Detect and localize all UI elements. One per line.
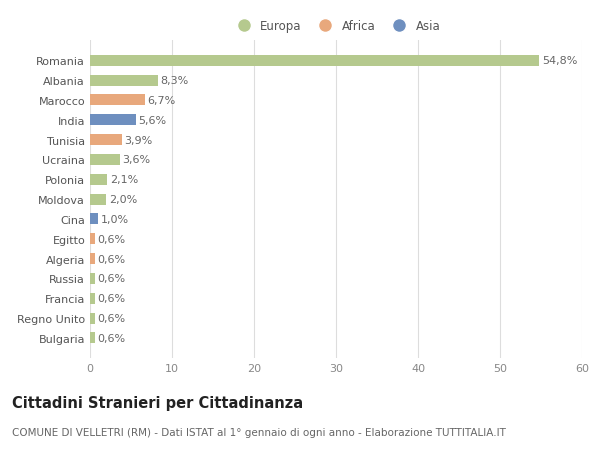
Bar xyxy=(90,194,106,205)
Bar xyxy=(90,214,98,225)
Text: 2,0%: 2,0% xyxy=(109,195,137,205)
Bar xyxy=(90,274,95,284)
Text: 5,6%: 5,6% xyxy=(139,116,167,125)
Text: 0,6%: 0,6% xyxy=(97,234,125,244)
Text: 0,6%: 0,6% xyxy=(97,333,125,343)
Bar xyxy=(90,95,145,106)
Bar xyxy=(90,293,95,304)
Bar xyxy=(90,135,122,146)
Text: 0,6%: 0,6% xyxy=(97,274,125,284)
Bar xyxy=(90,234,95,245)
Bar xyxy=(90,155,119,166)
Text: 3,6%: 3,6% xyxy=(122,155,150,165)
Bar xyxy=(90,313,95,324)
Bar xyxy=(90,115,136,126)
Text: 0,6%: 0,6% xyxy=(97,294,125,303)
Bar xyxy=(90,75,158,86)
Text: 8,3%: 8,3% xyxy=(161,76,189,86)
Text: 54,8%: 54,8% xyxy=(542,56,577,66)
Bar xyxy=(90,174,107,185)
Bar xyxy=(90,333,95,344)
Text: COMUNE DI VELLETRI (RM) - Dati ISTAT al 1° gennaio di ogni anno - Elaborazione T: COMUNE DI VELLETRI (RM) - Dati ISTAT al … xyxy=(12,427,506,437)
Text: 1,0%: 1,0% xyxy=(101,214,129,224)
Text: 0,6%: 0,6% xyxy=(97,313,125,324)
Text: 3,9%: 3,9% xyxy=(124,135,152,146)
Bar xyxy=(90,56,539,67)
Text: 6,7%: 6,7% xyxy=(148,96,176,106)
Text: 0,6%: 0,6% xyxy=(97,254,125,264)
Text: 2,1%: 2,1% xyxy=(110,175,138,185)
Bar xyxy=(90,253,95,264)
Text: Cittadini Stranieri per Cittadinanza: Cittadini Stranieri per Cittadinanza xyxy=(12,395,303,410)
Legend: Europa, Africa, Asia: Europa, Africa, Asia xyxy=(227,16,445,38)
